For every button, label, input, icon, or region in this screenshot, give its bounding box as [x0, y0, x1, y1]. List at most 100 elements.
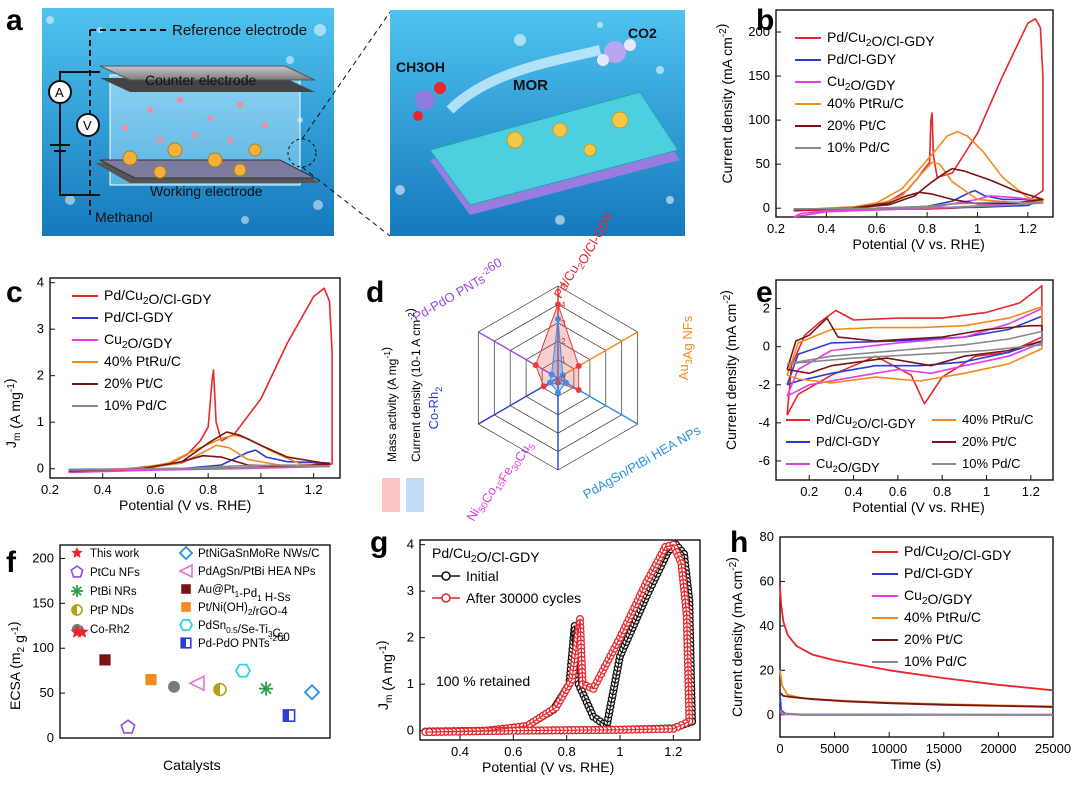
reactant-label: CH3OH: [396, 59, 445, 75]
counter-electrode-plate: [99, 65, 316, 81]
y-tick-label: -6: [758, 453, 770, 468]
radar-point: [540, 383, 547, 390]
legend-g-label: After 30000 cycles: [466, 590, 581, 606]
radar-ring-label: 5: [561, 282, 566, 291]
scatter-legend-label-2: Pt/Ni(OH)2/rGO-4: [198, 602, 288, 618]
working-electrode-label: Working electrode: [150, 183, 263, 199]
y-axis-title: Current density (mA cm-2): [717, 290, 739, 450]
point-marker: [71, 585, 83, 597]
line-pdc: [68, 464, 331, 471]
legend-b-label-pd_cu2o: Pd/Cu2O/Cl-GDY: [827, 29, 935, 49]
point-marker: [181, 602, 191, 612]
legend-e-label-ptc: 20% Pt/C: [962, 434, 1017, 449]
chart-h: 0 5000 10000 15000 20000 25000 0 20 40 60 80 Pd/Cu2…: [723, 529, 1071, 772]
methanol-molecule-icon: [415, 90, 435, 110]
ammeter-label: A: [55, 85, 64, 100]
point-marker: [181, 638, 186, 648]
legend-g-label: Initial: [466, 568, 499, 584]
y-tick-label: 0: [767, 707, 774, 722]
legend-b-label-pd_cl: Pd/Cl-GDY: [827, 51, 897, 67]
plot-frame: [49, 277, 341, 479]
chart-f-scatter: 0 50 100 150 200 This work PtCu NFs PtBi NRs PtP…: [5, 544, 331, 773]
point-marker: [99, 654, 111, 666]
y-tick-label: 3: [407, 583, 414, 598]
x-tick-label: 1: [974, 221, 981, 236]
point-marker: [214, 683, 220, 696]
scatter-legend-label-2: PdAgSn/PtBi HEA NPs: [198, 566, 316, 578]
line-ptru: [779, 670, 1054, 708]
radar-point: [547, 379, 554, 386]
panel-letter-f: f: [6, 546, 17, 579]
voltmeter-icon: [76, 113, 100, 137]
co2-molecule-icon: [604, 41, 626, 63]
scatter-legend-label-2: Pd-PdO PNTs-260: [198, 632, 290, 650]
legend-c-label-cu2o: Cu2O/GDY: [104, 331, 173, 351]
pd-clusters: [506, 111, 629, 157]
chart-g: 0.4 0.6 0.8 1 1.2 0 1 2 3 4 Pd/Cu2O/Cl-GDY Initial A…: [373, 537, 701, 775]
radar-axis-label-4: Co-Rh2: [426, 387, 444, 430]
radar-axis-label-1: Au3Ag NFs: [676, 315, 695, 380]
legend-g-marker: [441, 593, 451, 603]
x-tick-label: 1: [257, 482, 264, 497]
scatter-legend-label-2: PdSn0.5/Se-Ti3C2: [198, 620, 286, 643]
x-tick-label: 1.2: [664, 744, 682, 759]
radar-spoke: [557, 377, 639, 425]
x-tick-label: 1.2: [305, 482, 323, 497]
radar-ring-label: 0: [561, 374, 566, 383]
plot-frame: [419, 539, 701, 741]
reaction-arrow: [446, 45, 602, 114]
zoom-line-bottom: [301, 166, 391, 237]
line-ptc: [779, 691, 1054, 708]
point-marker: [71, 604, 77, 616]
y-tick-label: 200: [748, 24, 770, 39]
scatter-legend-label: This work: [90, 548, 139, 560]
x-tick-label: 0.8: [918, 221, 936, 236]
x-tick-label: 0.6: [146, 482, 164, 497]
line-ptc: [793, 167, 1044, 211]
panel-letter-d: d: [366, 276, 384, 309]
y-tick-label: 3: [37, 321, 44, 336]
line-ptc: [786, 317, 1043, 375]
radar-point: [532, 362, 539, 369]
radar-ring-label: 3: [561, 319, 566, 328]
x-axis-title: Potential (V vs. RHE): [853, 499, 985, 515]
y-tick-label: 0: [407, 723, 414, 738]
x-axis-title: Potential (V vs. RHE): [853, 236, 985, 252]
radar-point: [555, 316, 561, 323]
legend-h-label-pdc: 10% Pd/C: [904, 653, 967, 669]
chart-e: 0.2 0.4 0.6 0.8 1 1.2 -6 -4 -2 0 2 Pd/Cu2O/Cl-GDY 40…: [717, 279, 1054, 515]
x-tick-label: 0.8: [558, 744, 576, 759]
chart-g-title: Pd/Cu2O/Cl-GDY: [432, 545, 540, 565]
line-pd_cu2o: [779, 585, 1054, 692]
radar-legend-label-0: Mass activity (A mg-1): [379, 347, 399, 462]
y-tick-label: 200: [32, 550, 54, 565]
point-marker: [70, 625, 84, 638]
scatter-legend-label: Co-Rh2: [90, 624, 130, 636]
legend-g-marker: [441, 571, 451, 581]
y-tick-label: 4: [407, 537, 414, 552]
point-marker: [234, 663, 252, 678]
y-tick-label: 2: [37, 368, 44, 383]
x-tick-label: 1.2: [1019, 221, 1037, 236]
x-tick-label: 0.4: [817, 221, 835, 236]
point-marker: [120, 719, 136, 734]
x-tick-label: 0.8: [933, 484, 951, 499]
y-axis-title: Current density (mA cm-2): [713, 24, 735, 184]
legend-c-label-ptru: 40% PtRu/C: [104, 353, 181, 369]
scatter-legend-label-2: PtNiGaSnMoRe NWs/C: [198, 548, 319, 560]
y-tick-label: 60: [760, 573, 774, 588]
x-tick-label: 0.6: [868, 221, 886, 236]
panel-letter-a: a: [6, 4, 23, 37]
radar-point: [559, 372, 566, 379]
y-axis-title: Jm (A mg-1): [373, 640, 395, 710]
scatter-legend-label: PtBi NRs: [90, 586, 137, 598]
point-marker: [178, 563, 193, 579]
radar-ring-label: 2: [561, 337, 566, 346]
radar-legend-label-1: Current density (10-1 A cm-2): [403, 308, 423, 462]
legend-e-label-ptru: 40% PtRu/C: [962, 412, 1034, 427]
product-label: CO2: [628, 25, 657, 41]
y-tick-label: 2: [407, 630, 414, 645]
methanol-molecules: [122, 97, 268, 143]
counter-electrode-plate-top: [100, 78, 315, 92]
